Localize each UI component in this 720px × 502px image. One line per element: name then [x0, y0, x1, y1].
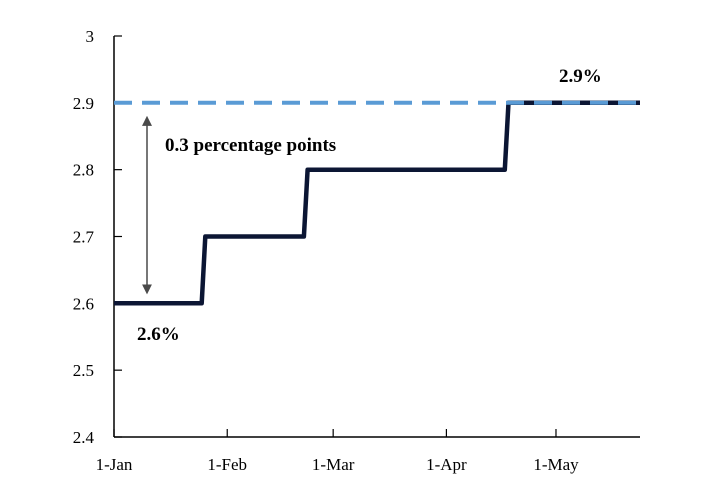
annotations: 0.3 percentage points 2.6% 2.9% [137, 66, 602, 345]
start-value-label: 2.6% [137, 324, 180, 345]
gap-label: 0.3 percentage points [165, 135, 336, 156]
y-tick-label: 2.9 [73, 94, 94, 113]
end-value-label: 2.9% [559, 66, 602, 87]
axes [113, 36, 640, 438]
series-layer [114, 100, 640, 306]
x-tick-label: 1-Apr [426, 455, 467, 474]
step-line-series [114, 100, 640, 306]
y-tick-label: 2.8 [73, 161, 94, 180]
y-tick-label: 3 [86, 27, 95, 46]
x-tick-label: 1-Jan [96, 455, 133, 474]
y-tick-label: 2.5 [73, 361, 94, 380]
y-ticks: 2.4 2.5 2.6 2.7 2.8 2.9 3 [73, 27, 122, 447]
y-tick-label: 2.4 [73, 428, 95, 447]
y-tick-label: 2.7 [73, 228, 95, 247]
x-tick-label: 1-Feb [207, 455, 247, 474]
x-tick-label: 1-Mar [312, 455, 355, 474]
y-tick-label: 2.6 [73, 294, 94, 313]
x-tick-label: 1-May [533, 455, 579, 474]
x-ticks: 1-Jan 1-Feb 1-Mar 1-Apr 1-May [96, 429, 579, 474]
